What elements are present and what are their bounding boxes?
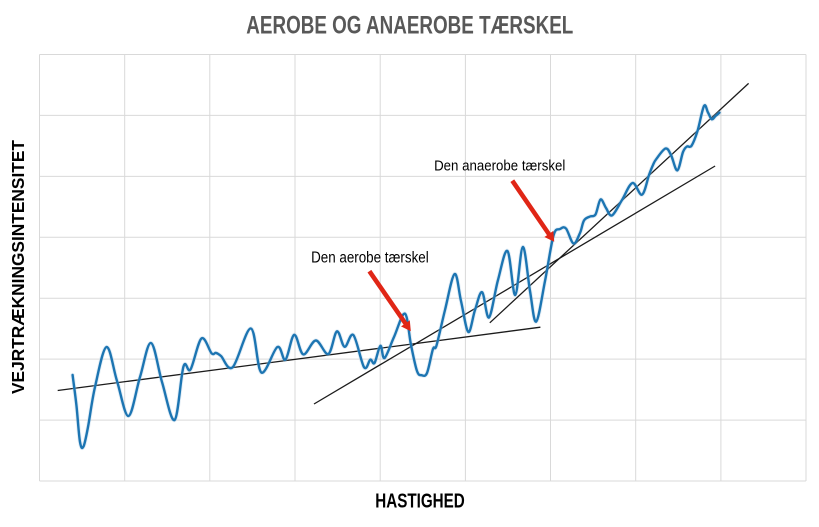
svg-text:Den aerobe tærskel: Den aerobe tærskel	[311, 250, 429, 267]
svg-text:Den anaerobe tærskel: Den anaerobe tærskel	[434, 158, 565, 175]
svg-text:VEJRTRÆKNINGSINTENSITET: VEJRTRÆKNINGSINTENSITET	[8, 140, 28, 394]
svg-text:HASTIGHED: HASTIGHED	[375, 491, 465, 513]
svg-text:AEROBE OG ANAEROBE TÆRSKEL: AEROBE OG ANAEROBE TÆRSKEL	[246, 11, 573, 39]
